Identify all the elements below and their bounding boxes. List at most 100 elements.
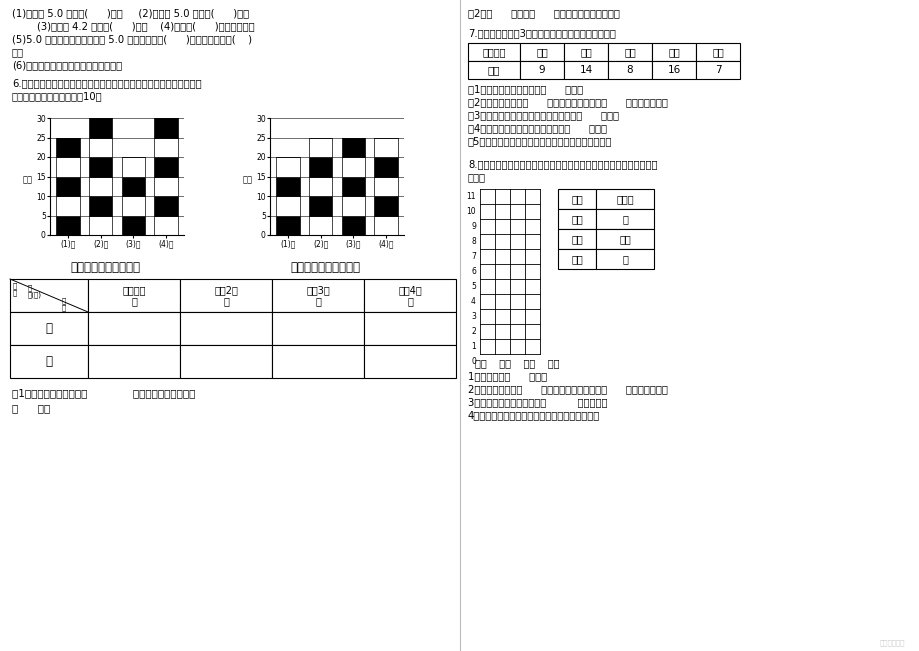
Bar	[154, 215, 177, 235]
Bar	[696, 61, 739, 79]
Text: （1）、这个班一共有多少（      ）人。: （1）、这个班一共有多少（ ）人。	[468, 84, 583, 94]
Bar	[154, 118, 177, 137]
Text: 二（3）
班: 二（3） 班	[306, 284, 330, 307]
Text: 10: 10	[466, 207, 475, 216]
Text: (5)5.0 的视力是正常的，低于 5.0 的一年级的有(      )人；六年级的有(    ): (5)5.0 的视力是正常的，低于 5.0 的一年级的有( )人；六年级的有( …	[12, 34, 252, 44]
Text: 二（一）
班: 二（一） 班	[122, 284, 145, 307]
Text: 正一: 正一	[618, 234, 630, 244]
Bar	[596, 189, 653, 209]
Bar	[154, 176, 177, 196]
Text: 班
别: 班 别	[13, 282, 17, 296]
Bar	[309, 215, 332, 235]
Text: 7: 7	[714, 65, 720, 75]
Bar	[121, 215, 145, 235]
Text: 葡萄    橘子    柠檬    苹果: 葡萄 橘子 柠檬 苹果	[474, 358, 559, 368]
Text: 8: 8	[626, 65, 632, 75]
Text: 葡萄: 葡萄	[571, 194, 583, 204]
Text: 男: 男	[45, 322, 52, 335]
Bar	[56, 176, 80, 196]
Text: （2）、这个班参加（      ）的人数最多，参加（      ）的人数最少。: （2）、这个班参加（ ）的人数最多，参加（ ）的人数最少。	[468, 97, 667, 107]
Bar	[364, 279, 456, 312]
Bar	[468, 61, 519, 79]
Text: （3）、参加美术的和参加体育的一共有（      ）人。: （3）、参加美术的和参加体育的一共有（ ）人。	[468, 110, 618, 120]
Text: 正: 正	[621, 254, 628, 264]
Bar	[341, 137, 365, 157]
Text: 0: 0	[471, 357, 475, 366]
Bar	[10, 279, 88, 312]
Text: 7: 7	[471, 252, 475, 261]
Bar	[374, 176, 397, 196]
Bar	[276, 196, 300, 215]
Bar	[89, 196, 112, 215]
Bar	[563, 61, 607, 79]
Bar	[596, 229, 653, 249]
Bar	[341, 196, 365, 215]
Bar	[154, 196, 177, 215]
Text: 性
别: 性 别	[62, 297, 66, 311]
Text: 1: 1	[471, 342, 475, 351]
Bar	[341, 176, 365, 196]
Text: 9: 9	[539, 65, 545, 75]
Bar	[652, 61, 696, 79]
Text: 正: 正	[621, 214, 628, 224]
Text: 苹果: 苹果	[571, 254, 583, 264]
Text: 二（2）
班: 二（2） 班	[214, 284, 238, 307]
Text: (3)四年级 4.2 以下有(      )人。    (4)六年级(      )的人数最多。: (3)四年级 4.2 以下有( )人。 (4)六年级( )的人数最多。	[12, 21, 255, 31]
Bar	[272, 345, 364, 378]
Bar	[180, 279, 272, 312]
Bar	[596, 209, 653, 229]
Bar	[10, 312, 88, 345]
Bar	[558, 189, 596, 209]
Bar	[56, 157, 80, 176]
Bar	[276, 215, 300, 235]
Text: 手工: 手工	[711, 47, 723, 57]
Text: 7.下面是二年级（3）同学参加课外活动小组的情况。: 7.下面是二年级（3）同学参加课外活动小组的情况。	[468, 28, 615, 38]
Text: 16: 16	[666, 65, 680, 75]
Bar	[563, 43, 607, 61]
Bar	[596, 249, 653, 269]
Text: （5）、你还能提出什么问题？请写下来并列式解答。: （5）、你还能提出什么问题？请写下来并列式解答。	[468, 136, 612, 146]
Bar	[121, 196, 145, 215]
Bar	[341, 215, 365, 235]
Bar	[88, 312, 180, 345]
Bar	[89, 176, 112, 196]
Text: 8.下面是二年级同学喜欢吃的水果调查情况，在统计图里涂色，并完成: 8.下面是二年级同学喜欢吃的水果调查情况，在统计图里涂色，并完成	[468, 159, 657, 169]
Text: 人数: 人数	[487, 65, 500, 75]
Text: 问题。: 问题。	[468, 172, 485, 182]
Text: 1、全班共有（      ）人。: 1、全班共有（ ）人。	[468, 371, 547, 381]
Bar	[558, 209, 596, 229]
Text: 正正一: 正正一	[616, 194, 633, 204]
Text: 书法: 书法	[580, 47, 591, 57]
Text: 3、如果过六一，你觉得买（          ）最合适。: 3、如果过六一，你觉得买（ ）最合适。	[468, 397, 607, 407]
Bar	[652, 43, 696, 61]
Text: 4: 4	[471, 297, 475, 306]
Bar	[341, 157, 365, 176]
Text: 体育: 体育	[667, 47, 679, 57]
Text: 人。: 人。	[12, 47, 24, 57]
Text: 5: 5	[471, 282, 475, 291]
Bar	[272, 279, 364, 312]
Bar	[56, 196, 80, 215]
Bar	[364, 312, 456, 345]
Bar	[468, 43, 519, 61]
Bar	[607, 61, 652, 79]
Bar	[276, 176, 300, 196]
Bar	[56, 215, 80, 235]
Text: 人
数(人): 人 数(人)	[28, 284, 42, 298]
Bar	[180, 345, 272, 378]
Text: 课外小组: 课外小组	[482, 47, 505, 57]
Bar	[519, 61, 563, 79]
Text: （1）男生同样多的班是（              ），女生同样多的班是: （1）男生同样多的班是（ ），女生同样多的班是	[12, 388, 195, 398]
Text: 橘子: 橘子	[571, 214, 583, 224]
Bar	[364, 345, 456, 378]
Bar	[89, 215, 112, 235]
Text: 6: 6	[471, 267, 475, 276]
Text: 4、你还能提出什么问题？请写下来并列式解答。: 4、你还能提出什么问题？请写下来并列式解答。	[468, 410, 599, 420]
Text: 舞蹈: 舞蹈	[623, 47, 635, 57]
Text: 人数: 人数	[243, 175, 253, 184]
Bar	[519, 43, 563, 61]
Bar	[276, 157, 300, 176]
Bar	[558, 229, 596, 249]
Bar	[56, 137, 80, 157]
Bar	[374, 196, 397, 215]
